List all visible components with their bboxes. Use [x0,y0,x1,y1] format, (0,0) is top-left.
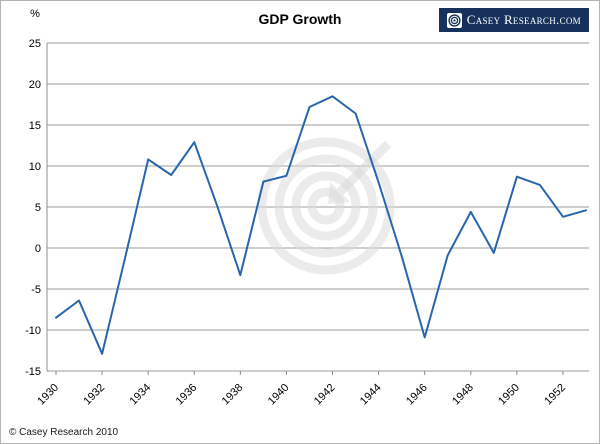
x-tick-label: 1952 [542,382,568,408]
x-tick-label: 1942 [312,382,338,408]
y-tick-label: 20 [29,79,41,91]
x-tick-label: 1932 [81,382,107,408]
bullseye-icon [446,12,462,28]
x-tick-label: 1930 [35,382,61,408]
y-tick-label: 25 [29,38,41,50]
watermark-ring [274,154,378,258]
chart-title: GDP Growth [258,11,342,27]
x-tick-label: 1950 [496,382,522,408]
watermark-ring [257,137,395,275]
x-tick-label: 1936 [174,382,200,408]
gdp-growth-series-line [55,95,587,355]
x-tick-label: 1940 [266,382,292,408]
watermark-ring [307,187,345,225]
y-axis-unit-label: % [30,8,40,20]
logo-text: Casey Research.com [466,12,581,27]
y-tick-label: 10 [29,161,41,173]
copyright-text: © Casey Research 2010 [9,427,119,438]
y-tick-label: 0 [35,243,41,255]
x-tick-label: 1948 [450,382,476,408]
y-tick-label: -10 [25,325,41,337]
y-tick-label: -5 [31,284,41,296]
x-tick-label: 1934 [127,382,153,408]
y-tick-label: -15 [25,366,41,378]
watermark-arrow-head [328,182,350,204]
x-tick-label: 1938 [220,382,246,408]
casey-research-logo: Casey Research.com [438,8,589,32]
watermark-arrow-shaft [336,140,392,196]
x-tick-label: 1944 [358,382,384,408]
x-tick-label: 1946 [404,382,430,408]
y-tick-label: 5 [35,202,41,214]
watermark-ring [291,171,361,241]
y-tick-label: 15 [29,120,41,132]
